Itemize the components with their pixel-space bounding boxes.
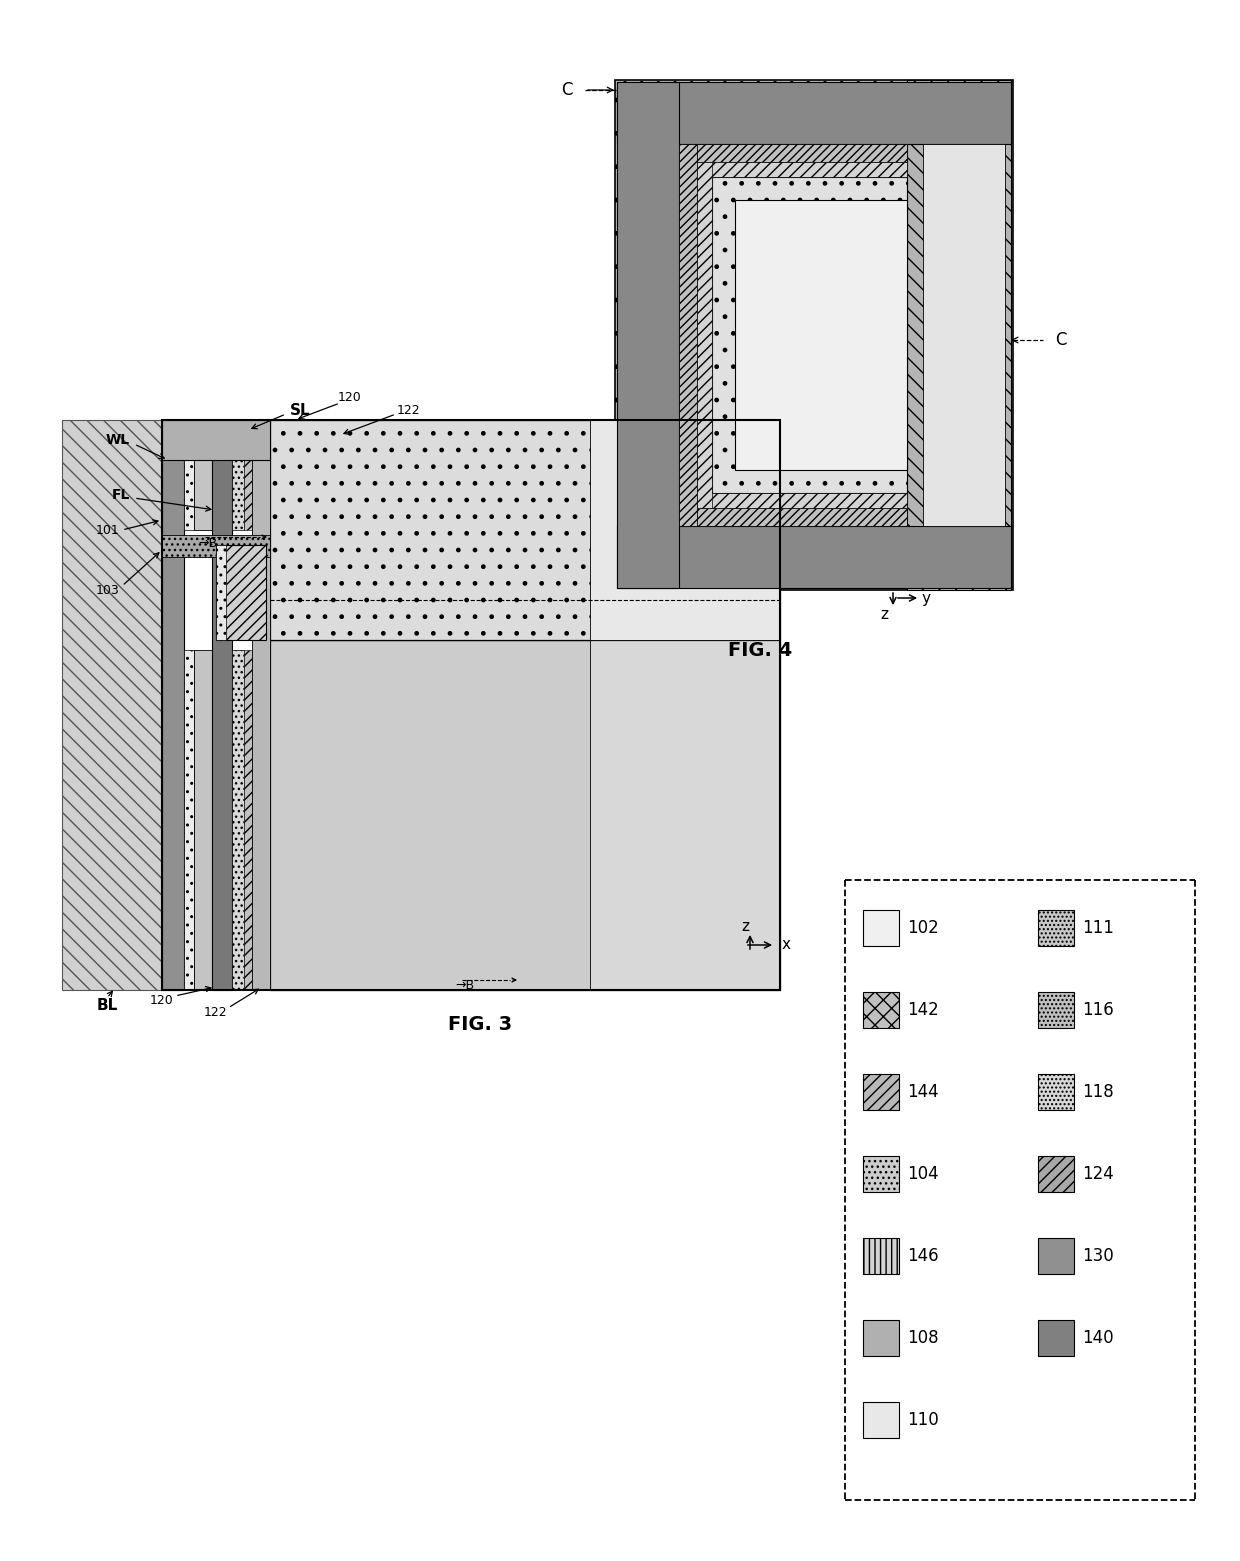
Bar: [680, 144, 906, 162]
Bar: [618, 526, 1011, 588]
Bar: [590, 640, 780, 990]
Text: 111: 111: [1083, 919, 1114, 937]
Bar: [863, 991, 899, 1029]
Bar: [184, 420, 193, 531]
Text: 118: 118: [1083, 1083, 1114, 1101]
Bar: [863, 1402, 899, 1438]
Text: z: z: [742, 918, 749, 933]
Bar: [1038, 1157, 1074, 1193]
Text: C: C: [562, 81, 573, 98]
Text: 140: 140: [1083, 1328, 1114, 1347]
Bar: [162, 420, 270, 460]
Text: FIG. 3: FIG. 3: [448, 1016, 512, 1035]
Bar: [697, 162, 712, 507]
Bar: [212, 420, 232, 990]
Text: 122: 122: [397, 403, 420, 417]
Text: 124: 124: [1083, 1165, 1114, 1183]
Bar: [615, 80, 1013, 590]
Bar: [680, 507, 906, 526]
Text: 144: 144: [906, 1083, 939, 1101]
Text: 103: 103: [97, 584, 120, 596]
Bar: [863, 1321, 899, 1357]
Bar: [193, 649, 212, 990]
Bar: [1038, 910, 1074, 946]
Bar: [216, 545, 267, 640]
Bar: [697, 162, 906, 176]
Bar: [162, 535, 270, 557]
Bar: [863, 1157, 899, 1193]
Bar: [680, 144, 697, 526]
Text: 108: 108: [906, 1328, 939, 1347]
Text: 101: 101: [97, 523, 120, 537]
Bar: [244, 420, 252, 531]
Bar: [244, 649, 252, 990]
Bar: [697, 493, 906, 507]
Text: FIG. 4: FIG. 4: [728, 640, 792, 659]
Bar: [1038, 1321, 1074, 1357]
Bar: [216, 545, 226, 640]
Text: 142: 142: [906, 1001, 939, 1019]
Bar: [590, 420, 780, 640]
Bar: [270, 420, 780, 640]
Text: 120: 120: [150, 993, 174, 1007]
Text: FL: FL: [112, 489, 130, 503]
Text: →B: →B: [455, 979, 474, 991]
Bar: [712, 176, 906, 493]
Text: 104: 104: [906, 1165, 939, 1183]
Bar: [270, 640, 780, 990]
Bar: [863, 1238, 899, 1274]
Bar: [193, 420, 212, 531]
Bar: [863, 910, 899, 946]
Bar: [162, 420, 184, 990]
Bar: [618, 83, 1011, 144]
Bar: [906, 80, 1011, 590]
Text: BL: BL: [97, 997, 118, 1013]
Bar: [923, 144, 1004, 526]
Text: 110: 110: [906, 1411, 939, 1428]
Text: 120: 120: [339, 390, 362, 403]
Text: WL: WL: [105, 432, 130, 446]
Bar: [232, 649, 244, 990]
Bar: [252, 420, 270, 990]
Text: SL: SL: [290, 403, 311, 417]
Text: 146: 146: [906, 1247, 939, 1264]
Text: x: x: [782, 937, 791, 952]
Bar: [62, 420, 162, 990]
Bar: [863, 1074, 899, 1110]
Text: 122: 122: [203, 1005, 227, 1018]
Text: 102: 102: [906, 919, 939, 937]
Text: y: y: [923, 590, 931, 606]
Bar: [735, 200, 906, 470]
Bar: [1038, 1238, 1074, 1274]
Text: z: z: [880, 607, 888, 621]
Bar: [232, 420, 244, 531]
Text: 116: 116: [1083, 1001, 1114, 1019]
Bar: [1038, 1074, 1074, 1110]
Bar: [184, 649, 193, 990]
Text: →B: →B: [198, 537, 217, 549]
Bar: [162, 420, 780, 990]
Text: C: C: [1055, 331, 1066, 350]
Text: 130: 130: [1083, 1247, 1114, 1264]
Bar: [1038, 991, 1074, 1029]
Bar: [618, 83, 680, 588]
